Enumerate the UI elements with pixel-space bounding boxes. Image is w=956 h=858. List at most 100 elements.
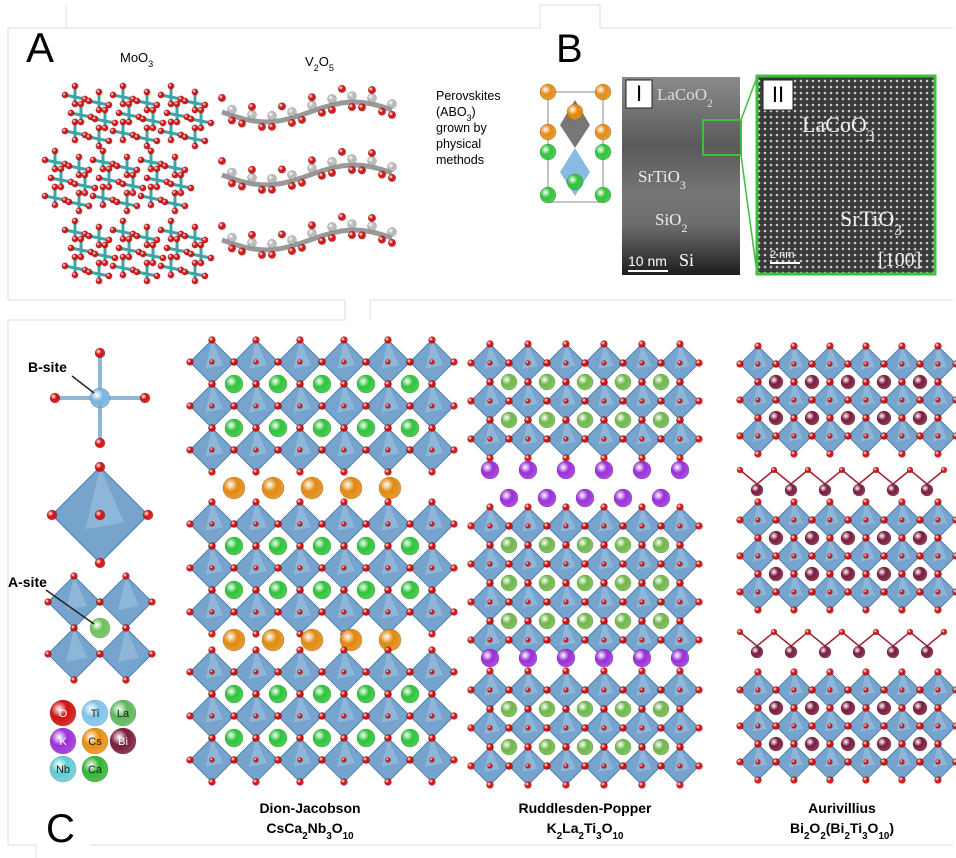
atom [123, 625, 130, 632]
atom [209, 381, 216, 388]
atom [917, 361, 924, 368]
atom [828, 518, 833, 523]
atom [328, 234, 336, 242]
atom [258, 123, 266, 131]
atom [696, 523, 703, 530]
atom [658, 599, 665, 606]
atom [677, 417, 684, 424]
atom [140, 185, 146, 191]
atom [595, 461, 613, 479]
atom [144, 107, 150, 113]
atom [341, 779, 348, 786]
atom [737, 361, 744, 368]
atom [658, 523, 665, 530]
atom [487, 580, 494, 587]
atom [620, 561, 627, 568]
atom [386, 566, 391, 571]
atom [841, 375, 855, 389]
atom [357, 375, 375, 393]
zoom-line [741, 155, 757, 273]
atom [773, 433, 780, 440]
atom [864, 688, 869, 693]
image-label: I [636, 81, 642, 106]
atom [209, 735, 216, 742]
atom [899, 705, 906, 712]
atom [429, 631, 436, 638]
atom [863, 669, 870, 676]
site-diagrams [45, 348, 156, 684]
atom [899, 777, 906, 784]
atom [148, 148, 154, 154]
atom [769, 531, 783, 545]
atom [564, 726, 569, 731]
atom [298, 566, 303, 571]
atom [144, 175, 150, 181]
atom [341, 691, 348, 698]
atom [677, 782, 684, 789]
atom [525, 580, 532, 587]
atom [620, 436, 627, 443]
atom [342, 404, 347, 409]
atom [90, 618, 110, 638]
atom [792, 362, 797, 367]
atom [633, 461, 651, 479]
scale-bar-label: 10 nm [628, 253, 667, 269]
atom [254, 758, 259, 763]
atom [154, 138, 160, 144]
site-label: A-site [8, 574, 47, 590]
atom [639, 504, 646, 511]
atom [192, 143, 198, 149]
atom [401, 375, 419, 393]
atom [254, 714, 259, 719]
atom [935, 669, 942, 676]
atom [126, 101, 132, 107]
atom [501, 575, 517, 591]
atom [899, 607, 906, 614]
atom [841, 701, 855, 715]
atom [52, 148, 58, 154]
atom [544, 436, 551, 443]
atom [328, 94, 337, 103]
atom [769, 701, 783, 715]
atom [308, 156, 316, 164]
atom [124, 154, 130, 160]
atom [791, 669, 798, 676]
atom [539, 739, 555, 755]
atom [755, 669, 762, 676]
atom [881, 687, 888, 694]
atom [188, 251, 194, 257]
element-label: La [117, 708, 130, 720]
atom [268, 111, 277, 120]
atom [601, 744, 608, 751]
atom [378, 171, 386, 179]
atom [162, 163, 168, 169]
atom [678, 562, 683, 567]
atom [935, 499, 942, 506]
atom [539, 701, 555, 717]
atom [318, 172, 326, 180]
atom [385, 587, 392, 594]
atom [174, 101, 180, 107]
atom [378, 236, 386, 244]
atom [639, 668, 646, 675]
atom [358, 232, 366, 240]
atom [468, 725, 475, 732]
pointer [72, 376, 94, 393]
atom [935, 535, 942, 542]
atom [935, 705, 942, 712]
atom [298, 116, 306, 124]
atom [429, 425, 436, 432]
atom [828, 724, 833, 729]
atom [202, 273, 208, 279]
atom [114, 199, 120, 205]
atom [95, 438, 105, 448]
atom [368, 94, 377, 103]
atom [268, 239, 277, 248]
atom [639, 782, 646, 789]
image-label: II [772, 82, 784, 107]
atom [102, 242, 108, 248]
atom [595, 144, 611, 160]
structure-name: Aurivillius [808, 800, 876, 816]
atom [368, 222, 377, 231]
atom [385, 469, 392, 476]
